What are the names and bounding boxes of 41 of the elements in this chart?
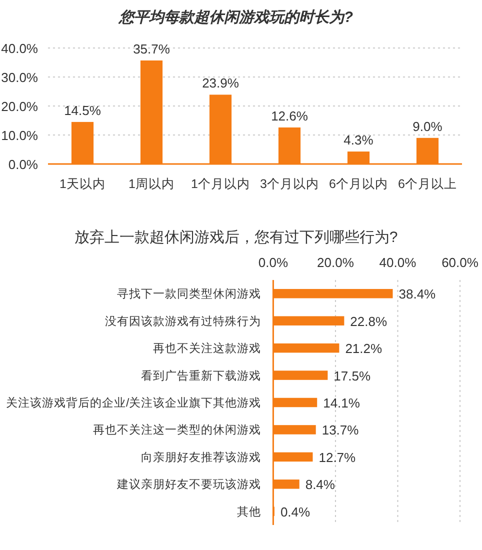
chart-title: 放弃上一款超休闲游戏后，您有过下列哪些行为? <box>74 229 398 246</box>
data-label: 22.8% <box>350 314 388 329</box>
y-tick-label: 0.0% <box>8 157 38 172</box>
x-tick-label: 0.0% <box>258 255 288 270</box>
x-tick-label: 20.0% <box>317 255 354 270</box>
y-tick-label: 没有因该款游戏有过特殊行为 <box>105 314 262 328</box>
y-tick-label: 寻找下一款同类型休闲游戏 <box>117 288 262 301</box>
y-tick-label: 再也不关注这款游戏 <box>153 341 262 356</box>
y-tick-label: 20.0% <box>1 99 38 114</box>
y-tick-label: 关注该游戏背后的企业/关注该企业旗下其他游戏 <box>6 396 262 410</box>
x-tick-label: 3个月以内 <box>260 177 319 191</box>
x-tick-label: 40.0% <box>379 255 417 270</box>
y-tick-label: 其他 <box>237 505 262 518</box>
data-label: 13.7% <box>322 422 360 438</box>
data-label: 21.2% <box>345 341 383 356</box>
data-label: 35.7% <box>133 41 170 56</box>
y-tick-label: 40.0% <box>1 41 38 56</box>
y-tick-label: 再也不关注这一类型的休闲游戏 <box>93 422 262 437</box>
x-tick-label: 1周以内 <box>128 177 174 191</box>
x-tick-label: 1天以内 <box>60 177 106 191</box>
x-tick-label: 6个月以内 <box>329 177 388 191</box>
x-tick-label: 6个月以上 <box>398 177 457 191</box>
data-label: 12.7% <box>318 450 356 465</box>
x-tick-label: 60.0% <box>442 255 479 270</box>
data-label: 0.4% <box>280 504 311 520</box>
chart-title: 您平均每款超休闲游戏玩的时长为? <box>118 9 354 26</box>
data-label: 4.3% <box>344 132 374 148</box>
y-tick-label: 向亲朋好友推荐该游戏 <box>141 450 262 464</box>
y-tick-label: 30.0% <box>1 70 38 85</box>
data-label: 23.9% <box>202 76 240 91</box>
data-label: 38.4% <box>398 286 436 302</box>
data-label: 8.4% <box>305 477 336 492</box>
data-label: 12.6% <box>271 108 308 124</box>
data-label: 9.0% <box>412 118 443 134</box>
y-tick-label: 看到广告重新下载游戏 <box>141 368 262 382</box>
data-label: 14.1% <box>323 396 360 410</box>
y-tick-label: 建议亲朋好友不要玩该游戏 <box>116 477 262 492</box>
y-tick-label: 10.0% <box>1 128 38 143</box>
data-label: 17.5% <box>334 368 371 384</box>
data-label: 14.5% <box>64 102 102 118</box>
x-tick-label: 1个月以内 <box>191 177 250 191</box>
